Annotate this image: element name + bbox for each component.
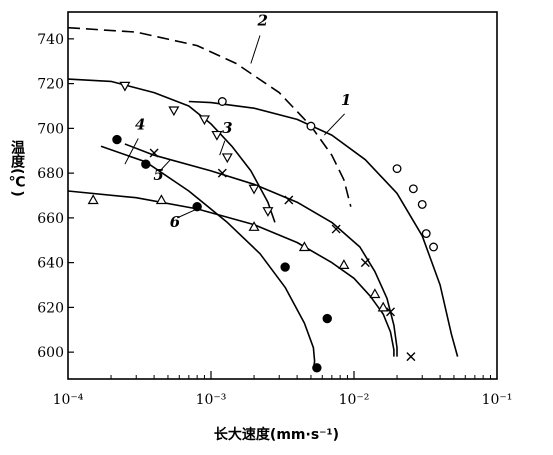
series-4-label: 4 xyxy=(135,115,145,133)
y-tick-label-680: 680 xyxy=(37,166,64,182)
series-5-point-5 xyxy=(312,363,322,373)
y-axis-label: 温度(℃) xyxy=(9,140,25,197)
series-1-point-2 xyxy=(392,164,402,174)
series-5-curve xyxy=(100,145,316,371)
series-1-point-5 xyxy=(421,229,431,238)
series-6-label: 6 xyxy=(170,213,181,231)
series-1-point-4 xyxy=(417,200,427,209)
series-3-point-2 xyxy=(198,115,210,126)
series-4-point-1 xyxy=(217,168,227,178)
series-4-point-0 xyxy=(149,148,159,158)
series-3-point-3 xyxy=(211,130,223,141)
series-4-point-4 xyxy=(360,258,370,268)
series-6-point-1 xyxy=(155,194,167,205)
series-6-point-6 xyxy=(377,301,389,312)
series-6-point-0 xyxy=(87,194,99,205)
series-6-point-4 xyxy=(338,259,350,269)
series-6-curve xyxy=(67,190,395,357)
series-5-label: 5 xyxy=(153,166,163,184)
series-1-point-0 xyxy=(217,97,227,106)
series-4-point-5 xyxy=(386,307,395,317)
series-6-leader xyxy=(176,208,198,219)
series-1-point-3 xyxy=(408,184,418,194)
series-2-label: 2 xyxy=(257,11,268,29)
x-tick-label-0: 10⁻⁴ xyxy=(53,392,84,408)
x-tick-label-3: 10⁻¹ xyxy=(482,392,513,408)
y-tick-label-640: 640 xyxy=(37,256,64,272)
y-tick-label-740: 740 xyxy=(37,32,64,48)
series-6-point-5 xyxy=(369,288,381,299)
series-3-label: 3 xyxy=(222,119,232,137)
series-4-curve xyxy=(124,143,398,357)
series-5-point-3 xyxy=(280,262,290,272)
y-tick-label-600: 600 xyxy=(37,345,64,361)
series-3-point-6 xyxy=(262,207,274,217)
y-tick-label-700: 700 xyxy=(37,121,64,137)
series-1-point-1 xyxy=(306,121,316,131)
x-tick-label-2: 10⁻² xyxy=(339,392,370,408)
series-4-point-3 xyxy=(331,224,341,234)
series-5-point-4 xyxy=(322,313,332,324)
series-5-leader xyxy=(159,159,171,172)
series-4-point-2 xyxy=(284,195,294,205)
x-axis-label: 长大速度(mm·s⁻¹) xyxy=(213,427,340,443)
y-tick-label-620: 620 xyxy=(37,300,64,316)
series-3-point-4 xyxy=(221,153,233,164)
y-tick-label-720: 720 xyxy=(37,77,64,93)
series-3-leader xyxy=(219,140,226,156)
series-3-curve xyxy=(67,78,276,223)
series-1-label: 1 xyxy=(341,91,351,109)
series-2-curve xyxy=(67,26,352,207)
series-5-point-2 xyxy=(192,201,202,212)
series-3-point-5 xyxy=(248,184,260,195)
series-5-point-0 xyxy=(112,134,122,145)
series-1-leader xyxy=(323,113,345,136)
x-tick-label-1: 10⁻³ xyxy=(196,392,227,408)
series-2-leader xyxy=(250,35,261,64)
series-1-point-6 xyxy=(429,242,439,252)
plot-frame xyxy=(67,11,498,380)
series-3-point-1 xyxy=(168,106,180,117)
series-1-curve xyxy=(188,100,459,357)
series-4-point-6 xyxy=(406,352,416,362)
y-tick-label-660: 660 xyxy=(37,211,64,227)
series-6-point-2 xyxy=(248,221,260,231)
series-5-point-1 xyxy=(141,159,151,169)
series-4-leader xyxy=(124,138,139,165)
series-6-point-3 xyxy=(298,241,310,252)
series-3-point-0 xyxy=(119,81,131,92)
